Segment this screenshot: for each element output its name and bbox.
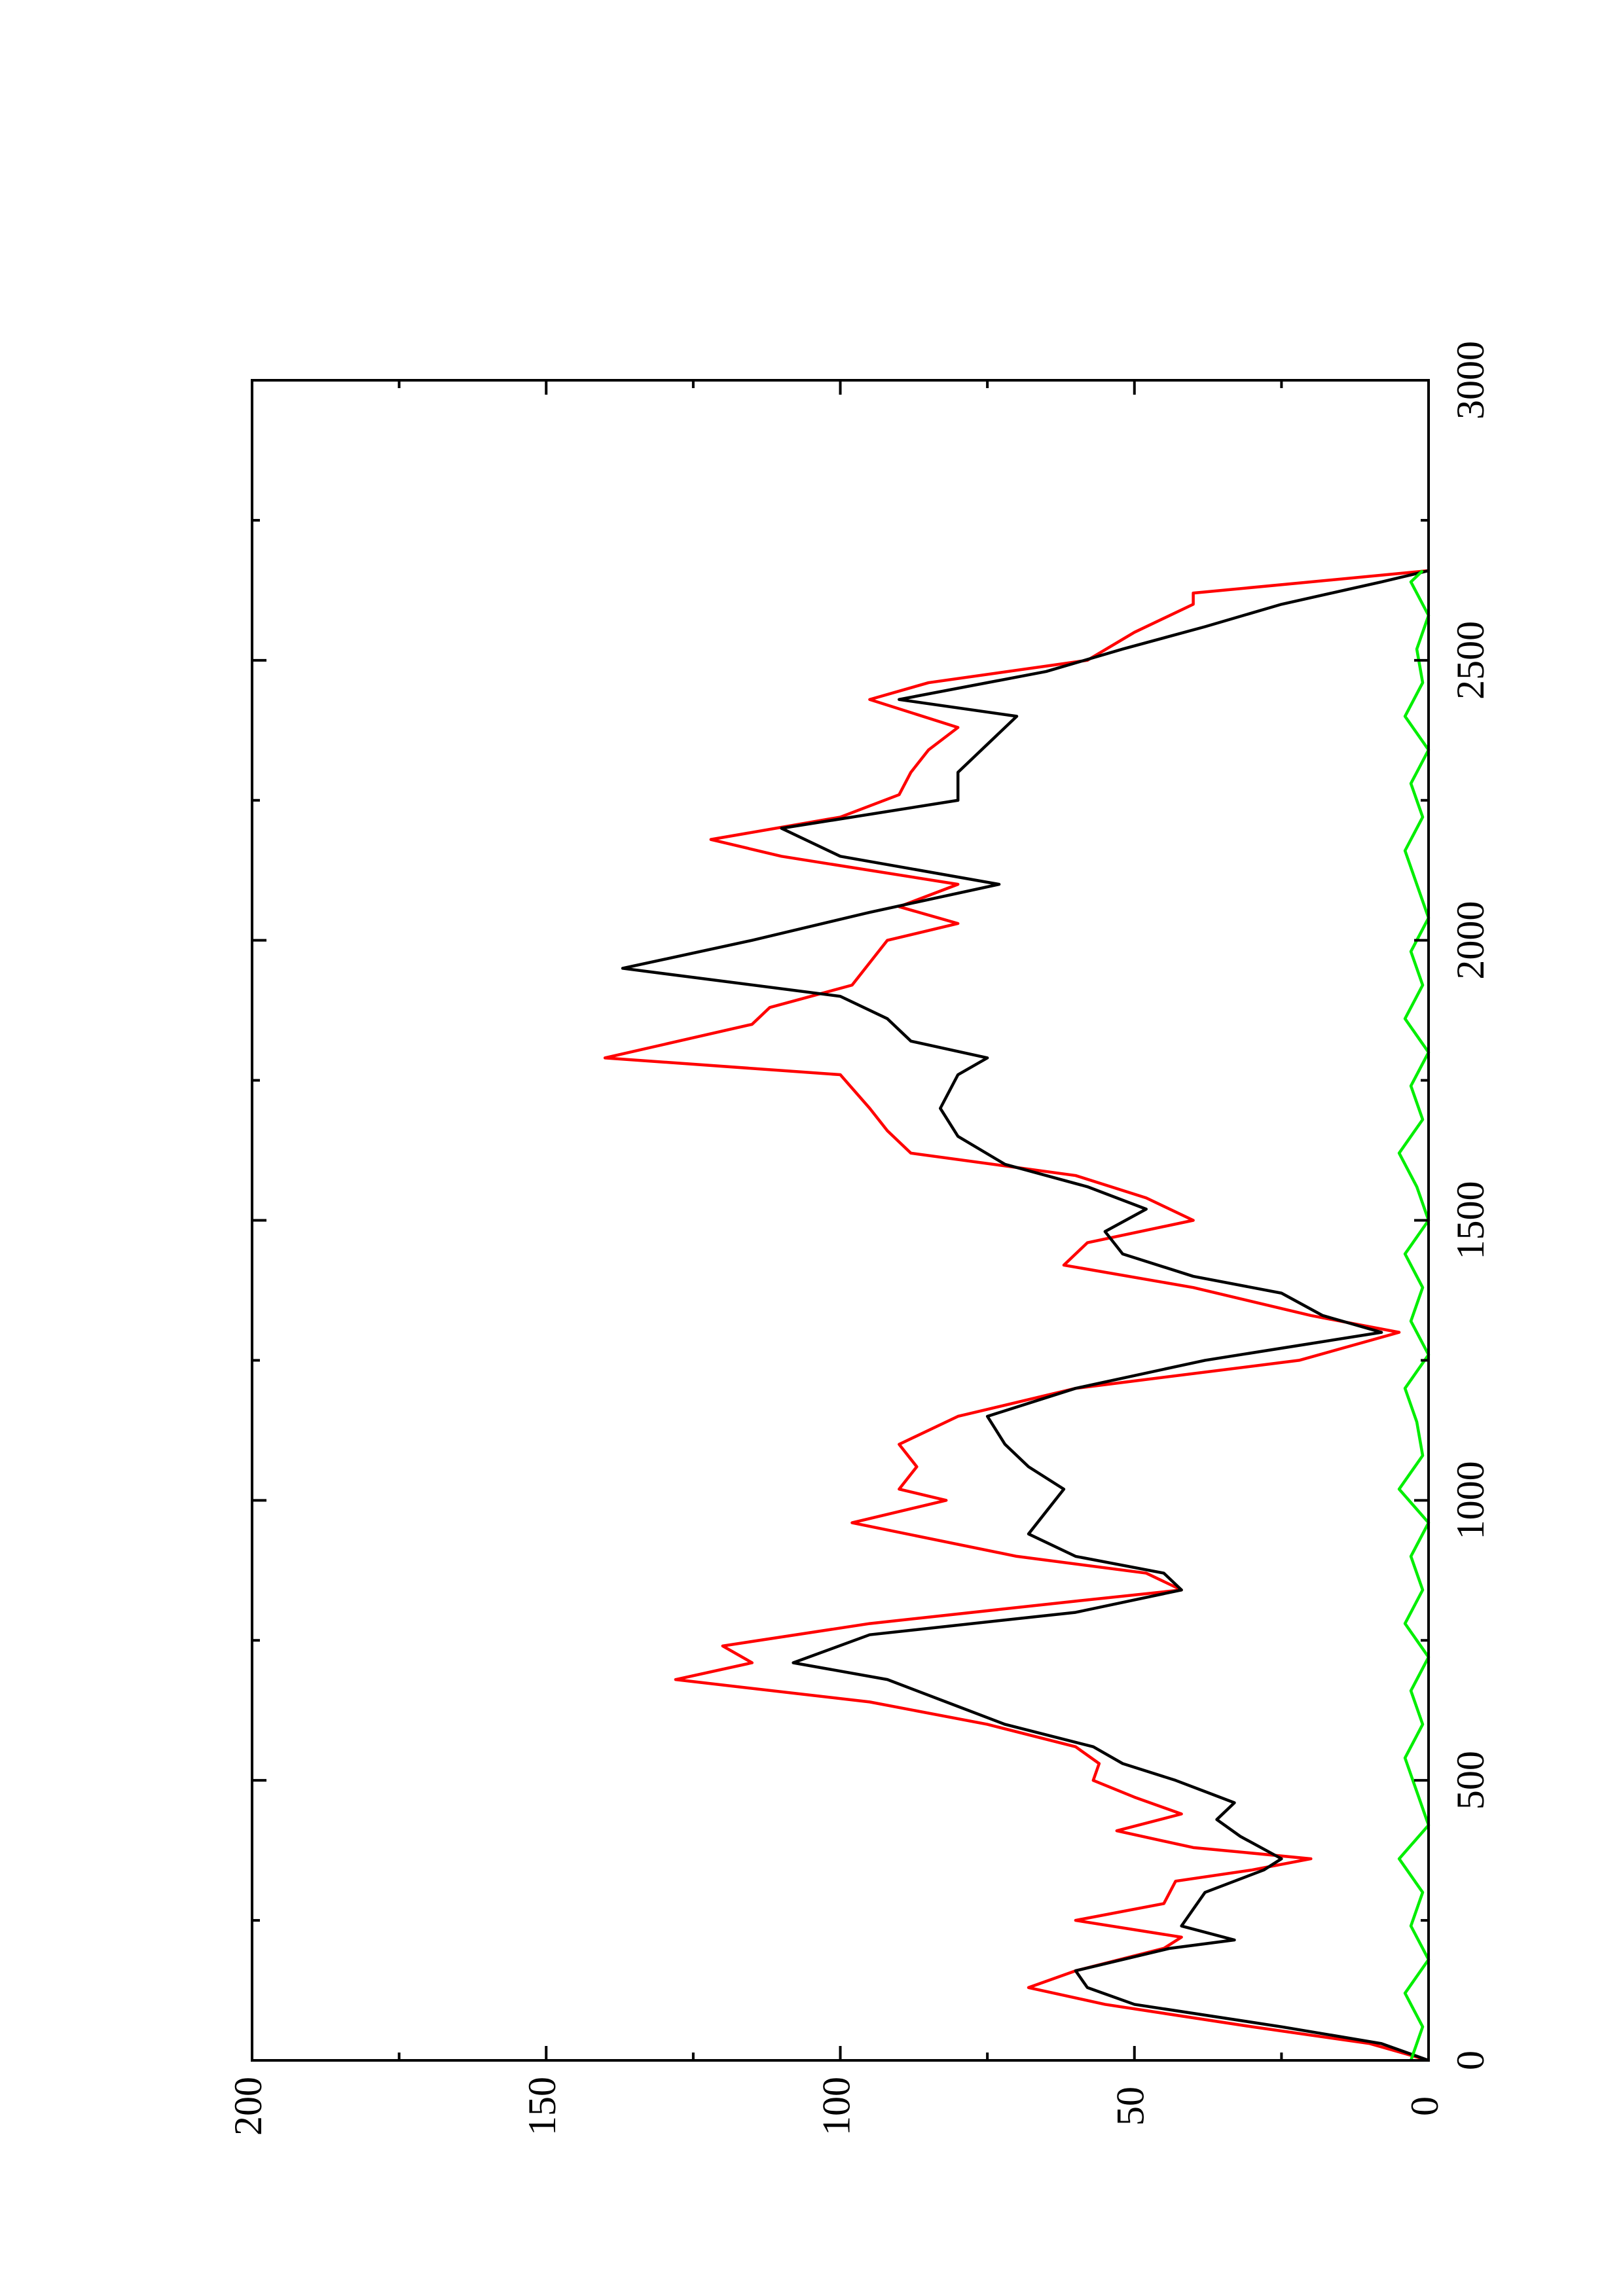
- series-line: [1397, 569, 1431, 2061]
- series-line: [603, 569, 1429, 2062]
- x-tick-label: 2000: [1449, 901, 1492, 980]
- x-tick-label: 1500: [1449, 1181, 1492, 1260]
- y-tick-label: 100: [814, 2077, 858, 2136]
- y-tick-label: 200: [227, 2077, 270, 2136]
- y-tick-label: 150: [520, 2077, 564, 2136]
- series-line: [621, 569, 1429, 2062]
- y-tick-label: 0: [1403, 2096, 1446, 2116]
- x-tick-label: 0: [1449, 2051, 1492, 2070]
- x-tick-label: 3000: [1449, 341, 1492, 420]
- x-tick-label: 500: [1449, 1751, 1492, 1810]
- x-tick-label: 2500: [1449, 621, 1492, 700]
- y-tick-label: 50: [1109, 2087, 1152, 2126]
- x-tick-label: 1000: [1449, 1461, 1492, 1539]
